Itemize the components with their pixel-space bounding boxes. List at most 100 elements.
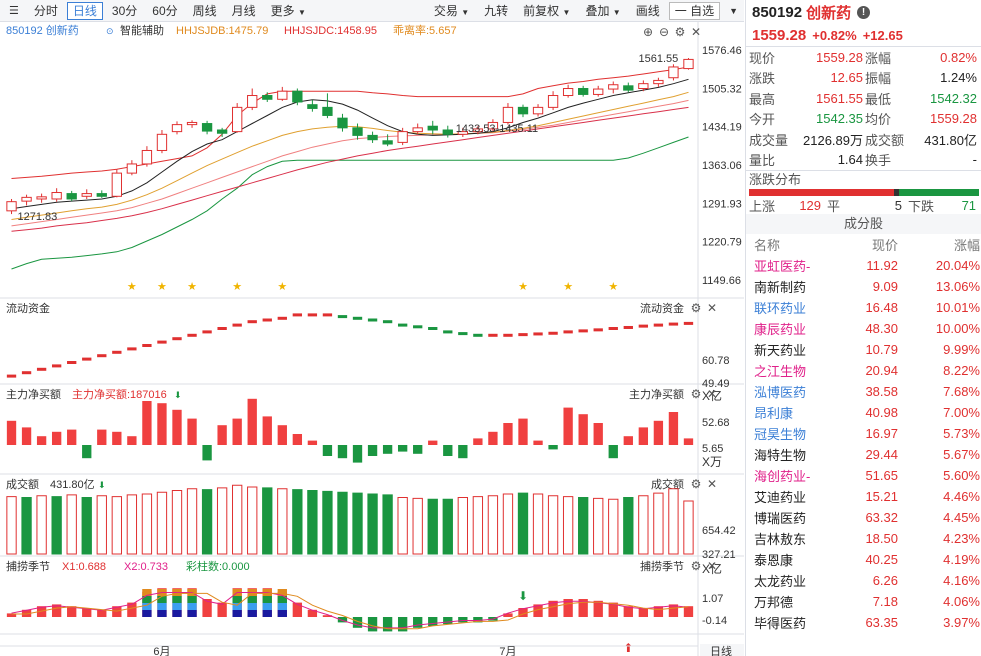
tab-more[interactable]: 更多 ▼ <box>265 2 312 20</box>
watchlist-button[interactable]: 一 自选 <box>668 1 721 20</box>
season-bar <box>593 600 603 617</box>
distribution-title: 涨跌分布 <box>749 172 802 187</box>
overlay-button[interactable]: 叠加 ▼ <box>579 2 626 20</box>
net-bar <box>187 418 197 445</box>
flow-bar <box>82 357 92 361</box>
quote-price: 1559.28 <box>752 26 807 44</box>
component-row[interactable]: 万邦德 7.18 4.06% <box>746 591 981 612</box>
vol-bar <box>517 492 529 555</box>
component-row[interactable]: 南新制药 9.09 13.06% <box>746 276 981 297</box>
y-tick-label: 1576.46 <box>702 45 742 57</box>
candle-body <box>562 88 574 97</box>
vol-bar <box>277 488 288 555</box>
distribution-flat-bar <box>893 189 900 196</box>
gear-icon: ⚙ <box>691 559 702 573</box>
tab-monthly[interactable]: 月线 <box>231 3 256 18</box>
net-bar <box>21 427 32 445</box>
vol-bar <box>51 496 62 555</box>
nine-turn-button[interactable]: 九转 <box>484 3 509 18</box>
component-change: 5.67% <box>943 447 980 462</box>
component-row[interactable]: 海创药业- 51.65 5.60% <box>746 465 981 486</box>
component-row[interactable]: 康辰药业 48.30 10.00% <box>746 318 981 339</box>
component-change: 4.45% <box>943 510 980 525</box>
component-row[interactable]: 海特生物 29.44 5.67% <box>746 444 981 465</box>
component-row[interactable]: 毕得医药 63.35 3.97% <box>746 612 981 633</box>
component-row[interactable]: 泰恩康 40.25 4.19% <box>746 549 981 570</box>
component-row[interactable]: 之江生物 20.94 8.22% <box>746 360 981 381</box>
net-bar <box>247 398 257 445</box>
season-bar <box>21 609 32 617</box>
component-row[interactable]: 太龙药业 6.26 4.16% <box>746 570 981 591</box>
component-row[interactable]: 吉林敖东 18.50 4.23% <box>746 528 981 549</box>
season-stack-bar <box>277 596 287 603</box>
header-change[interactable]: 涨幅 <box>953 238 980 253</box>
close-icon: ✕ <box>707 477 717 491</box>
info-icon[interactable]: ! <box>857 5 871 19</box>
star-marker: ★ <box>277 281 287 293</box>
net-bar <box>518 418 528 445</box>
component-row[interactable]: 新天药业 10.79 9.99% <box>746 339 981 360</box>
season-bar <box>413 617 423 628</box>
component-row[interactable]: 冠昊生物 16.97 5.73% <box>746 423 981 444</box>
period-badge-label: 日线 <box>710 644 732 656</box>
collapse-icon[interactable]: ▼ <box>729 5 738 16</box>
star-marker: ★ <box>157 281 167 293</box>
season-bar-count: 彩柱数:0.000 <box>186 559 250 573</box>
component-row[interactable]: 亚虹医药- 11.92 20.04% <box>746 255 981 276</box>
quote-stat-value: 1.24% <box>940 70 977 86</box>
net-tick-label: 5.65 <box>702 443 723 455</box>
header-price[interactable]: 现价 <box>871 238 898 253</box>
adjust-button[interactable]: 前复权 ▼ <box>517 2 576 20</box>
menu-icon[interactable]: ☰ <box>9 4 19 17</box>
quote-stats: 现价 1559.28 涨幅 0.82% 涨跌 12.65 振幅 1.24% 最高 1561.55 最… <box>746 47 981 170</box>
component-row[interactable]: 艾迪药业 15.21 4.46% <box>746 486 981 507</box>
vol-bar <box>262 487 273 555</box>
component-price: 20.94 <box>865 363 898 378</box>
season-stack-bar <box>187 610 197 617</box>
flow-bar <box>623 325 633 329</box>
draw-button[interactable]: 画线 <box>635 3 660 18</box>
tab-60min[interactable]: 60分 <box>152 3 178 18</box>
vol-bar <box>668 488 679 555</box>
header-name[interactable]: 名称 <box>754 238 781 253</box>
flow-bar <box>397 323 408 327</box>
candle-body <box>532 106 544 115</box>
component-name: 昂利康 <box>754 406 794 421</box>
distribution-up-bar <box>749 189 894 196</box>
net-bar <box>142 401 152 445</box>
net-bar <box>352 445 363 463</box>
flow-bar <box>458 332 468 336</box>
component-row[interactable]: 泓博医药 38.58 7.68% <box>746 381 981 402</box>
vol-bar <box>683 500 694 555</box>
chart-area[interactable]: 850192 创新药 ⊙ 智能辅助 HHJSJDB:1475.79 HHJSJDC:14… <box>0 22 744 656</box>
season-bar <box>473 617 483 623</box>
tab-daily[interactable]: 日线 <box>66 1 103 20</box>
component-change: 20.04% <box>935 258 980 273</box>
vol-bar <box>653 492 664 555</box>
divider <box>746 170 981 171</box>
net-bar <box>82 445 92 459</box>
vol-bar <box>156 491 168 555</box>
season-stack-bar <box>232 610 242 617</box>
component-row[interactable]: 昂利康 40.98 7.00% <box>746 402 981 423</box>
candle-body <box>21 196 32 202</box>
net-bar <box>172 409 182 445</box>
dropdown-icon: ▼ <box>612 7 621 17</box>
net-bar <box>578 414 588 445</box>
tab-intraday[interactable]: 分时 <box>33 3 58 18</box>
tab-weekly[interactable]: 周线 <box>192 3 217 18</box>
gear-icon: ⚙ <box>691 301 702 315</box>
vol-bar <box>457 497 468 555</box>
trade-button[interactable]: 交易 ▼ <box>428 2 475 20</box>
candle-body <box>367 134 378 141</box>
component-row[interactable]: 博瑞医药 63.32 4.45% <box>746 507 981 528</box>
quote-stat-key: 今开 <box>749 112 776 128</box>
candle-body <box>6 201 17 212</box>
component-change: 9.99% <box>943 342 980 357</box>
kline-chart[interactable]: 850192 创新药 ⊙ 智能辅助 HHJSJDB:1475.79 HHJSJDC:14… <box>0 22 744 656</box>
tab-30min[interactable]: 30分 <box>111 3 138 18</box>
season-bar <box>668 604 679 617</box>
component-row[interactable]: 联环药业 16.48 10.01% <box>746 297 981 318</box>
vol-bar <box>216 487 228 555</box>
y-tick-label: 1363.06 <box>702 160 742 172</box>
